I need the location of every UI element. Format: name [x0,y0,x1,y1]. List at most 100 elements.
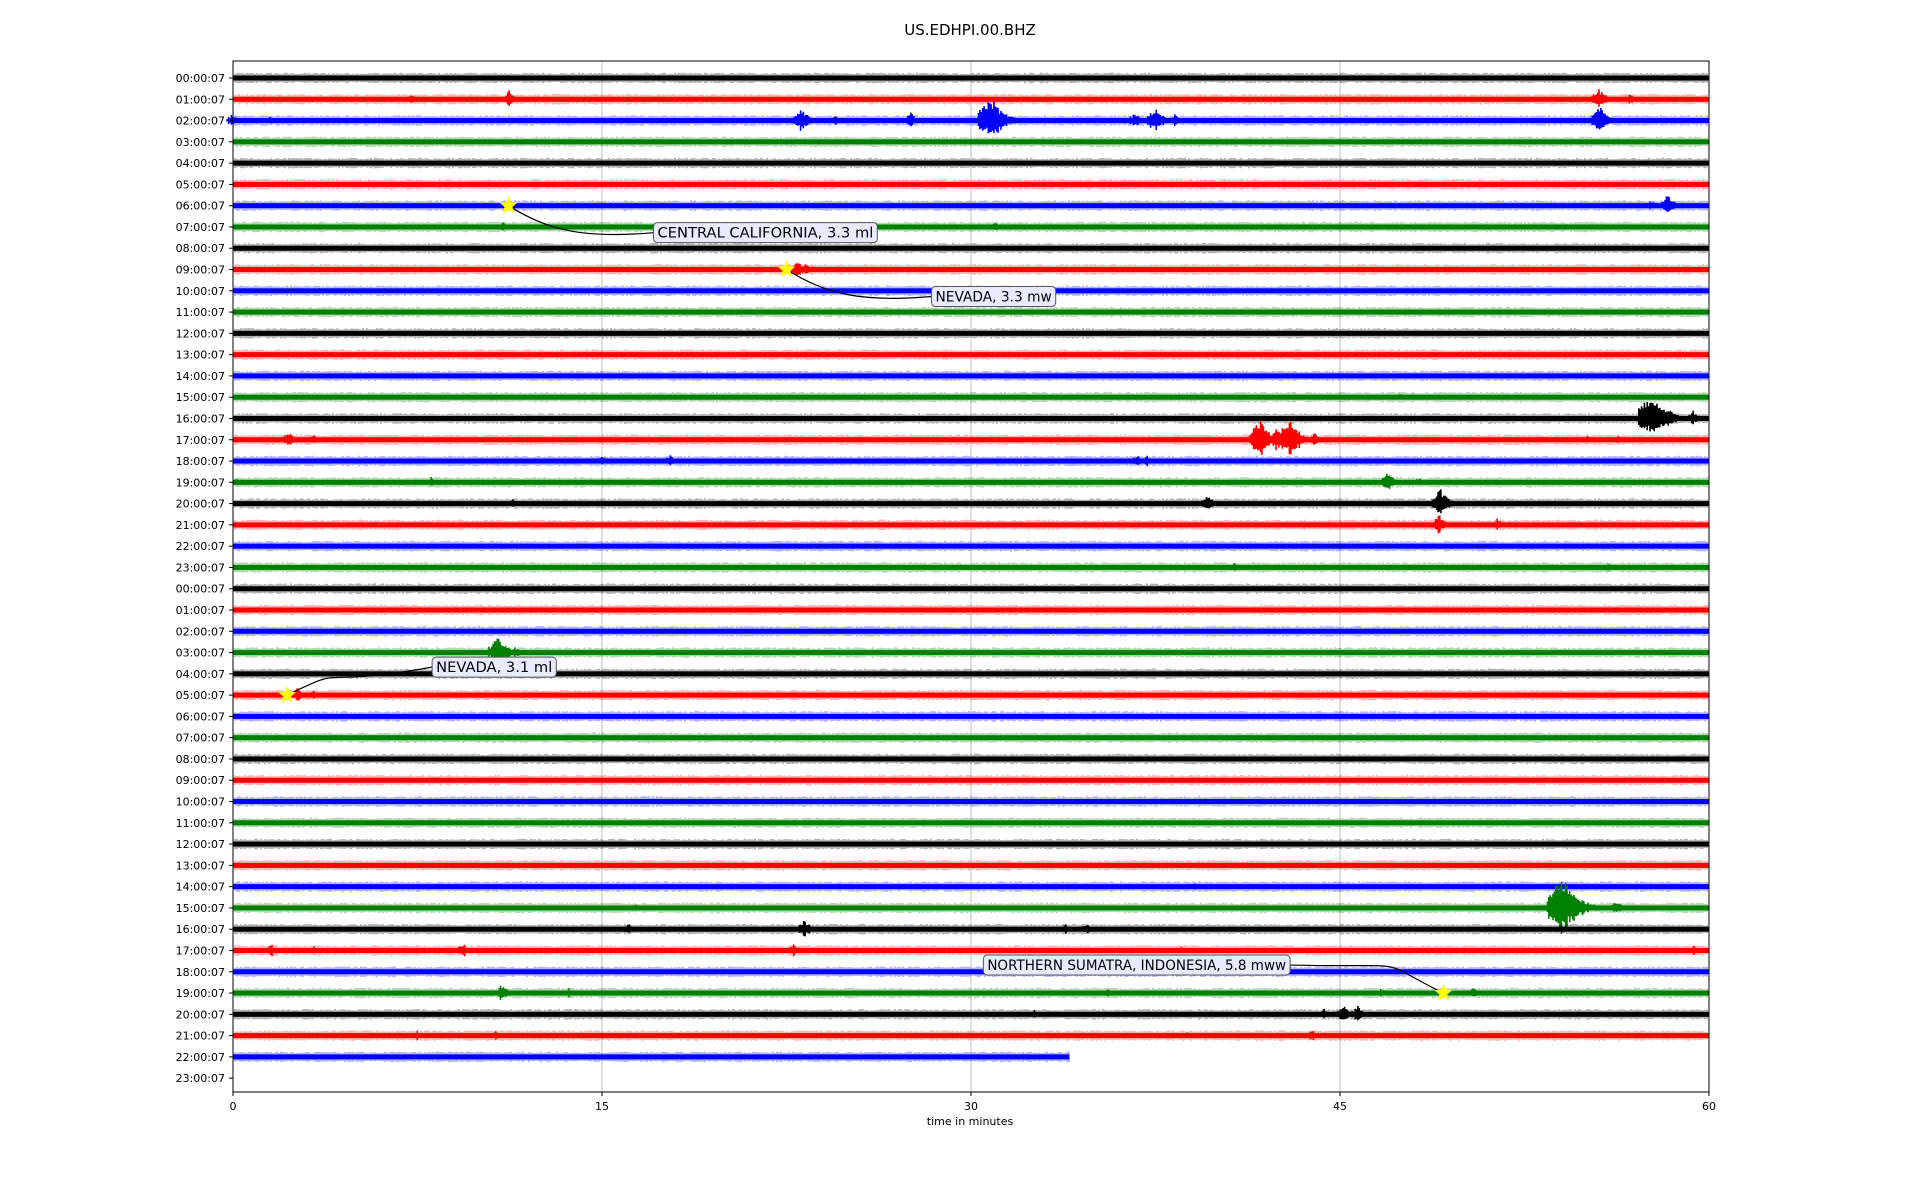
y-tick-label: 09:00:07 [176,264,225,277]
y-tick-label: 21:00:07 [176,1030,225,1043]
seismic-event [1490,518,1508,530]
y-tick-label: 15:00:07 [176,391,225,404]
event-star-marker [1434,983,1453,1001]
seismic-event [1645,990,1659,995]
y-tick-label: 01:00:07 [176,93,225,106]
event-annotation: NEVADA, 3.3 mw [777,260,1057,308]
x-tick-label: 15 [595,1100,609,1113]
x-tick-label: 0 [230,1100,237,1113]
seismic-event [1351,1006,1372,1021]
y-tick-label: 20:00:07 [176,1008,225,1021]
plot-frame [232,60,1710,1093]
seismic-event [1079,924,1097,934]
seismic-event [1277,421,1313,455]
y-tick-label: 05:00:07 [176,689,225,702]
seismic-event [904,112,923,127]
y-tick-label: 18:00:07 [176,455,225,468]
seismic-event [426,477,442,486]
y-tick-label: 01:00:07 [176,604,225,617]
seismic-event [1060,924,1077,934]
y-tick-label: 04:00:07 [176,668,225,681]
seismic-event [717,905,731,910]
seismic-event [1431,489,1459,514]
seismic-event [308,946,323,954]
y-tick-label: 10:00:07 [176,796,225,809]
event-annotation: CENTRAL CALIFORNIA, 3.3 ml [499,196,878,244]
seismic-event [1375,988,1392,997]
seismogram-traces [226,72,1709,1063]
y-tick-label: 22:00:07 [176,540,225,553]
y-tick-label: 22:00:07 [176,1051,225,1064]
y-tick-label: 23:00:07 [176,1072,225,1085]
annotation-leader-line [1290,964,1444,994]
seismic-event [978,628,992,634]
seismic-event [299,607,314,612]
seismic-event [1182,1032,1197,1038]
seismic-event [1432,515,1454,534]
annotation-label: NORTHERN SUMATRA, INDONESIA, 5.8 mww [987,958,1286,974]
x-tick-label: 30 [964,1100,978,1113]
seismic-event [830,116,845,125]
seismic-event [1260,990,1276,996]
event-star-marker [499,196,518,214]
seismic-event [666,628,679,633]
seismic-event [787,944,805,957]
seismic-event [1147,109,1173,131]
annotation-box [931,286,1057,308]
x-tick-label: 45 [1333,1100,1347,1113]
y-tick-label: 05:00:07 [176,178,225,191]
event-annotations: CENTRAL CALIFORNIA, 3.3 ml NEVADA, 3.3 mw… [278,196,1453,1001]
seismic-event [412,1030,427,1041]
annotation-box [431,656,557,678]
seismic-event [1319,1008,1335,1018]
x-tick-label: 60 [1702,1100,1716,1113]
seismic-event [308,690,323,699]
seismic-event [1612,436,1627,443]
seismic-event [890,586,903,591]
seismic-event [1142,455,1158,467]
seismic-event [281,433,302,445]
seismic-event [1664,410,1684,424]
seismic-event [990,222,1005,230]
seismic-event [1413,478,1428,485]
y-tick-label: 13:00:07 [176,349,225,362]
seismic-event [1591,89,1614,107]
y-tick-label: 12:00:07 [176,838,225,851]
seismic-event [343,1033,358,1038]
event-star-marker [777,260,796,278]
y-tick-label: 16:00:07 [176,412,225,425]
event-annotation: NORTHERN SUMATRA, INDONESIA, 5.8 mww [982,954,1453,1001]
seismic-event [1177,947,1192,953]
seismic-event [1591,107,1619,130]
seismic-event [1610,903,1629,912]
y-axis-ticks: 00:00:07 01:00:07 02:00:07 03:00:07 04:00:07… [176,72,233,1085]
y-tick-label: 07:00:07 [176,732,225,745]
seismic-event [308,435,324,443]
seismic-event [1660,196,1683,212]
seismic-event [1453,97,1467,101]
y-tick-label: 03:00:07 [176,136,225,149]
annotation-leader-line [786,269,932,300]
x-axis-ticks: 0 15 30 45 60 [230,1092,1716,1113]
y-tick-label: 17:00:07 [176,944,225,957]
y-tick-label: 11:00:07 [176,306,225,319]
seismic-event [664,455,682,466]
y-tick-label: 00:00:07 [176,583,225,596]
grid-lines [601,61,1341,1092]
y-tick-label: 19:00:07 [176,476,225,489]
seismic-event [498,222,513,231]
seismic-event [265,944,283,957]
y-tick-label: 03:00:07 [176,647,225,660]
annotation-leader-line [508,205,654,236]
y-tick-label: 00:00:07 [176,72,225,85]
seismic-event [596,456,612,464]
y-tick-label: 10:00:07 [176,285,225,298]
seismic-event [1306,1031,1323,1041]
seismic-event [1688,945,1704,955]
seismic-event [1468,988,1486,997]
y-tick-label: 21:00:07 [176,519,225,532]
seismic-event [623,924,639,933]
seismic-event [1201,497,1222,509]
y-tick-label: 11:00:07 [176,817,225,830]
seismic-event [1602,564,1617,571]
